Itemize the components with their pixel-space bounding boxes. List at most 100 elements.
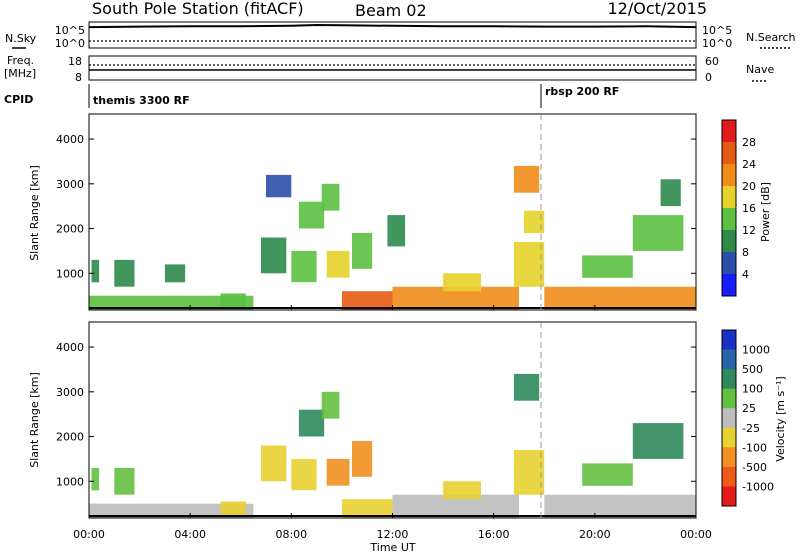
velocity-colorbar-tick-6: -500 bbox=[742, 461, 767, 474]
velocity-colorbar-swatch-4 bbox=[722, 408, 736, 429]
velocity-cell-7 bbox=[321, 391, 340, 419]
x-tick-label-6: 00:00 bbox=[680, 528, 712, 541]
power-cell-1 bbox=[114, 259, 135, 287]
power-y-tick-label-0: 1000 bbox=[56, 267, 84, 280]
power-data-cells bbox=[89, 165, 697, 310]
velocity-colorbar-tick-2: 100 bbox=[742, 383, 763, 396]
velocity-colorbar-tick-0: 1000 bbox=[742, 344, 770, 357]
power-cell-19 bbox=[544, 286, 697, 310]
velocity-colorbar-swatch-7 bbox=[722, 466, 736, 487]
velocity-cell-5 bbox=[291, 458, 317, 491]
nave-tick-bottom: 0 bbox=[705, 71, 712, 84]
power-colorbar-swatch-3 bbox=[722, 186, 736, 209]
power-colorbar-swatch-5 bbox=[722, 230, 736, 253]
velocity-cell-13 bbox=[513, 373, 540, 401]
power-colorbar-tick-3: 16 bbox=[742, 202, 756, 215]
power-cell-4 bbox=[220, 293, 246, 310]
power-cell-11 bbox=[341, 291, 393, 310]
power-y-tick-label-2: 3000 bbox=[56, 178, 84, 191]
x-axis-ticks: 00:00 04:00 08:00 12:00 16:00 20:00 00:00 bbox=[73, 305, 712, 541]
velocity-colorbar-tick-1: 500 bbox=[742, 363, 763, 376]
power-y-ticks: 1000 2000 3000 4000 bbox=[56, 133, 696, 280]
power-colorbar-tick-0: 4 bbox=[742, 268, 749, 281]
date-title: 12/Oct/2015 bbox=[607, 0, 707, 18]
velocity-y-ticks: 1000 2000 3000 4000 bbox=[56, 341, 696, 488]
velocity-cell-6 bbox=[298, 409, 325, 437]
power-colorbar: 4 8 12 16 20 24 28 bbox=[721, 119, 756, 297]
power-cell-20 bbox=[582, 255, 633, 278]
power-colorbar-swatch-2 bbox=[722, 164, 736, 187]
nsky-frame bbox=[88, 21, 697, 49]
power-cell-10 bbox=[326, 250, 350, 278]
freq-unit-label: [MHz] bbox=[4, 67, 36, 80]
velocity-colorbar-tick-4: -25 bbox=[742, 422, 760, 435]
velocity-colorbar-label: Velocity [m s⁻¹] bbox=[774, 376, 787, 461]
power-cell-8 bbox=[298, 201, 325, 229]
power-y-axis-label: Slant Range [km] bbox=[28, 165, 41, 261]
x-tick-label-1: 04:00 bbox=[174, 528, 206, 541]
power-panel: Slant Range [km] 1000 2000 3000 4000 bbox=[28, 113, 697, 311]
nsky-tick-bottom: 10^0 bbox=[55, 37, 85, 50]
station-title: South Pole Station (fitACF) bbox=[92, 0, 304, 18]
power-cell-17 bbox=[513, 242, 545, 287]
power-cell-5 bbox=[261, 237, 287, 274]
velocity-colorbar-frame bbox=[721, 329, 737, 507]
power-cell-16 bbox=[513, 165, 540, 193]
beam-title: Beam 02 bbox=[355, 1, 427, 20]
velocity-y-tick-label-1: 2000 bbox=[56, 431, 84, 444]
power-colorbar-tick-6: 28 bbox=[742, 136, 756, 149]
power-cell-9 bbox=[321, 183, 340, 211]
power-colorbar-tick-1: 8 bbox=[742, 246, 749, 259]
velocity-cell-10 bbox=[352, 441, 373, 477]
power-cell-3 bbox=[164, 264, 186, 283]
x-tick-label-3: 12:00 bbox=[377, 528, 409, 541]
power-colorbar-tick-5: 24 bbox=[742, 158, 756, 171]
velocity-y-tick-label-3: 4000 bbox=[56, 341, 84, 354]
x-tick-label-5: 20:00 bbox=[579, 528, 611, 541]
power-cell-13 bbox=[387, 215, 406, 247]
nsky-label: N.Sky bbox=[5, 32, 37, 45]
velocity-colorbar-swatch-1 bbox=[722, 349, 736, 370]
velocity-data-cells bbox=[89, 373, 697, 518]
power-cell-15 bbox=[443, 273, 481, 292]
power-colorbar-swatch-4 bbox=[722, 208, 736, 231]
power-cell-21 bbox=[632, 215, 684, 251]
power-colorbar-tick-2: 12 bbox=[742, 224, 756, 237]
power-cell-12 bbox=[352, 233, 373, 269]
power-cell-18 bbox=[524, 210, 545, 234]
freq-panel: Freq. [MHz] 18 8 60 0 Nave bbox=[4, 54, 774, 84]
nsky-series-line bbox=[88, 23, 697, 29]
velocity-cell-2 bbox=[89, 503, 254, 518]
freq-tick-top: 18 bbox=[68, 55, 82, 68]
power-cell-6 bbox=[266, 174, 292, 198]
velocity-colorbar-swatch-2 bbox=[722, 369, 736, 390]
velocity-cell-15 bbox=[544, 494, 697, 518]
velocity-cell-12 bbox=[443, 481, 481, 500]
power-cell-22 bbox=[660, 179, 681, 207]
velocity-cell-16 bbox=[582, 463, 633, 486]
cpid-label: CPID bbox=[4, 93, 33, 106]
freq-frame bbox=[88, 55, 697, 81]
velocity-panel: Slant Range [km] 1000 2000 3000 4000 bbox=[28, 321, 697, 519]
nsky-panel: N.Sky 10^5 10^0 10^5 10^0 N.Search bbox=[5, 21, 796, 50]
nave-label: Nave bbox=[746, 63, 774, 76]
velocity-colorbar-swatch-5 bbox=[722, 427, 736, 448]
velocity-colorbar-swatch-0 bbox=[722, 330, 736, 351]
velocity-colorbar-tick-5: -100 bbox=[742, 441, 767, 454]
cpid-program-1: themis 3300 RF bbox=[93, 94, 190, 107]
velocity-colorbar-swatch-3 bbox=[722, 388, 736, 409]
x-tick-label-2: 08:00 bbox=[275, 528, 307, 541]
velocity-cell-14 bbox=[513, 450, 545, 495]
velocity-cell-8 bbox=[326, 458, 350, 486]
velocity-cell-1 bbox=[114, 467, 135, 495]
power-colorbar-swatch-7 bbox=[722, 274, 736, 297]
velocity-cell-9 bbox=[341, 499, 393, 518]
nsearch-label: N.Search bbox=[746, 31, 796, 44]
velocity-cell-3 bbox=[220, 501, 246, 518]
power-colorbar-label: Power [dB] bbox=[759, 182, 772, 242]
velocity-colorbar-swatch-6 bbox=[722, 447, 736, 468]
power-y-tick-label-1: 2000 bbox=[56, 223, 84, 236]
cpid-panel: CPID themis 3300 RF rbsp 200 RF bbox=[4, 84, 619, 108]
velocity-colorbar-tick-7: -1000 bbox=[742, 480, 774, 493]
velocity-cell-11 bbox=[392, 494, 519, 518]
